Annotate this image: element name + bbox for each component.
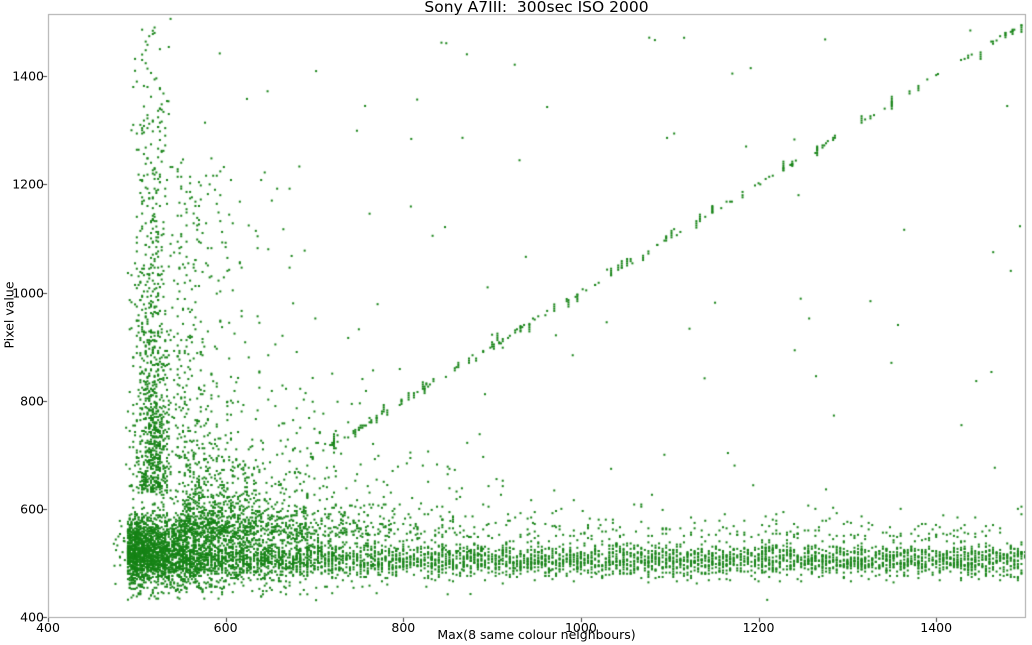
y-tick-label: 600 — [20, 501, 44, 517]
x-axis-label: Max(8 same colour neighbours) — [437, 627, 636, 642]
x-tick-label: 1200 — [742, 620, 775, 635]
x-tick-label: 1000 — [564, 620, 597, 635]
x-tick-label: 800 — [391, 620, 416, 635]
y-tick-label: 800 — [20, 393, 44, 409]
x-tick-label: 600 — [213, 620, 238, 635]
y-tick-label: 400 — [20, 609, 44, 625]
y-tick-label: 1200 — [12, 176, 44, 192]
x-tick-label: 1400 — [920, 620, 953, 635]
chart-title: Sony A7III: 300sec ISO 2000 — [424, 0, 649, 16]
y-tick-label: 1000 — [12, 285, 44, 300]
x-tick-label: 400 — [36, 620, 60, 635]
y-tick-label: 1400 — [12, 68, 44, 84]
